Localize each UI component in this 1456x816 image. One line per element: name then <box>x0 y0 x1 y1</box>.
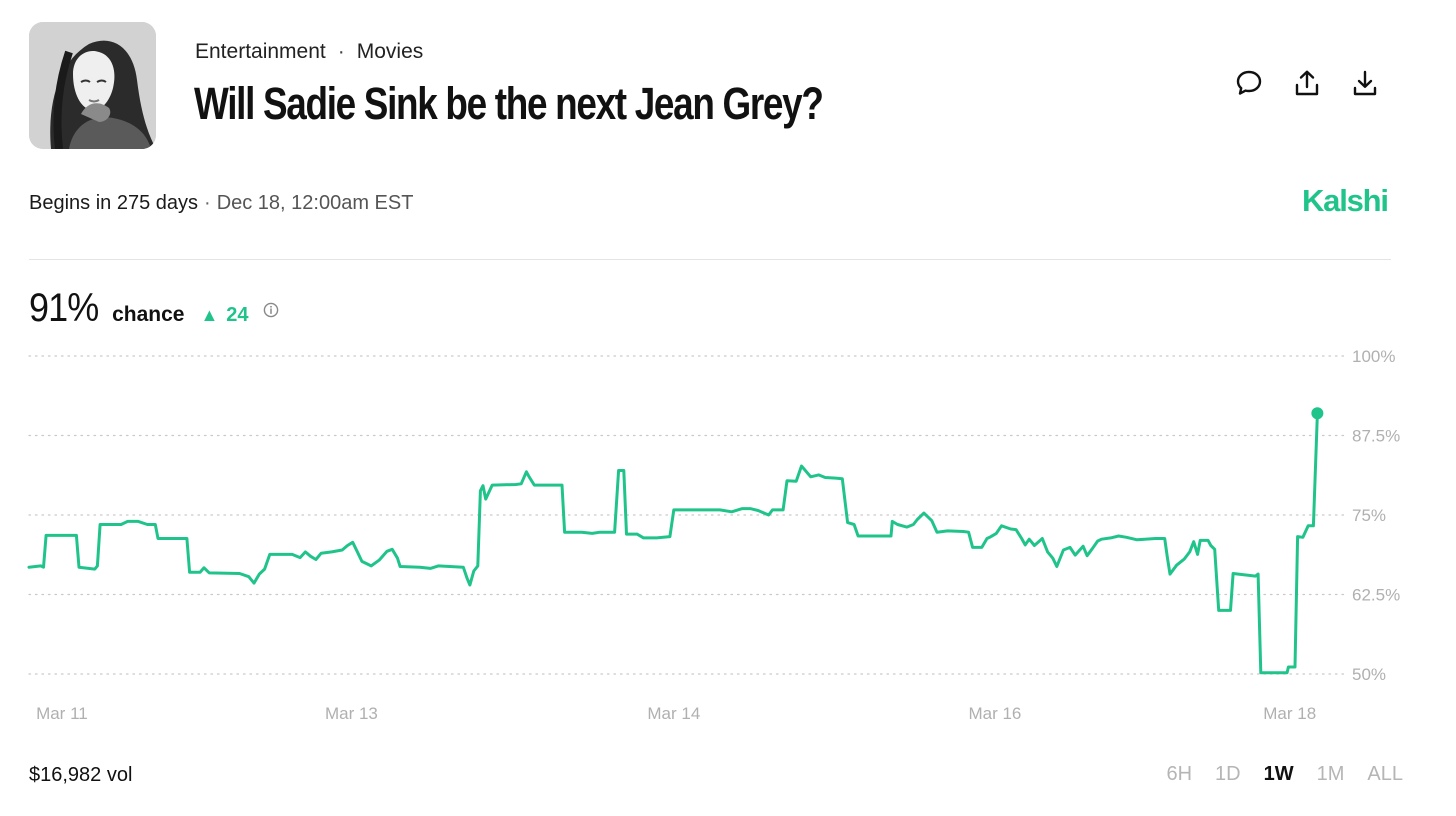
info-icon[interactable] <box>263 302 279 318</box>
comment-button[interactable] <box>1232 66 1266 100</box>
chance-summary: 91% chance ▲ 24 <box>29 286 279 331</box>
range-button-1d[interactable]: 1D <box>1215 763 1241 785</box>
download-icon <box>1353 70 1377 96</box>
y-tick-label: 62.5% <box>1352 586 1400 605</box>
range-button-6h[interactable]: 6H <box>1166 763 1193 785</box>
breadcrumb-subcategory[interactable]: Movies <box>356 40 424 63</box>
breadcrumb-category[interactable]: Entertainment <box>195 40 326 63</box>
breadcrumb-separator: · <box>337 40 345 63</box>
begins-text: Begins in 275 days <box>29 192 199 214</box>
brand-logo[interactable]: Kalshi <box>1302 183 1389 218</box>
header-divider <box>29 259 1391 260</box>
y-tick-label: 87.5% <box>1352 427 1400 446</box>
volume-text: $16,982 vol <box>29 764 133 786</box>
x-tick-label: Mar 14 <box>647 704 700 723</box>
y-tick-label: 50% <box>1352 665 1386 684</box>
begins-date: Dec 18, 12:00am EST <box>216 192 414 214</box>
x-tick-label: Mar 18 <box>1263 704 1316 723</box>
market-title: Will Sadie Sink be the next Jean Grey? <box>194 78 824 129</box>
chance-value: 91% <box>29 286 99 330</box>
x-tick-label: Mar 16 <box>968 704 1021 723</box>
change-value: 24 <box>226 304 249 326</box>
change-indicator: ▲ 24 <box>200 304 248 327</box>
download-button[interactable] <box>1348 66 1382 100</box>
share-icon <box>1295 70 1319 96</box>
chance-label: chance <box>112 303 185 326</box>
range-button-1m[interactable]: 1M <box>1316 763 1345 785</box>
share-button[interactable] <box>1290 66 1324 100</box>
current-value-dot <box>1311 407 1324 420</box>
chance-line <box>27 411 1319 675</box>
x-axis-labels: Mar 11 Mar 13 Mar 14 Mar 16 Mar 18 <box>36 704 1316 723</box>
range-button-all[interactable]: ALL <box>1367 763 1403 785</box>
x-tick-label: Mar 11 <box>36 704 88 723</box>
time-range-selector: 6H 1D 1W 1M ALL <box>1166 763 1403 786</box>
schedule-info: Begins in 275 days · Dec 18, 12:00am EST <box>29 192 413 215</box>
range-button-1w[interactable]: 1W <box>1263 763 1294 785</box>
price-chart[interactable]: 100%87.5%75%62.5%50% Mar 11 Mar 13 Mar 14 M… <box>0 330 1456 730</box>
schedule-separator: · <box>204 192 211 214</box>
chart-gridlines <box>28 355 1346 675</box>
action-toolbar <box>1232 66 1382 100</box>
up-triangle-icon: ▲ <box>200 305 219 325</box>
portrait-illustration <box>29 22 156 149</box>
y-tick-label: 100% <box>1352 347 1395 366</box>
market-image <box>29 22 156 149</box>
comment-icon <box>1236 70 1262 95</box>
y-tick-label: 75% <box>1352 506 1386 525</box>
y-axis-labels: 100% 87.5% 75% 62.5% 50% <box>1352 347 1400 684</box>
breadcrumb: Entertainment · Movies <box>195 40 423 64</box>
x-tick-label: Mar 13 <box>325 704 378 723</box>
